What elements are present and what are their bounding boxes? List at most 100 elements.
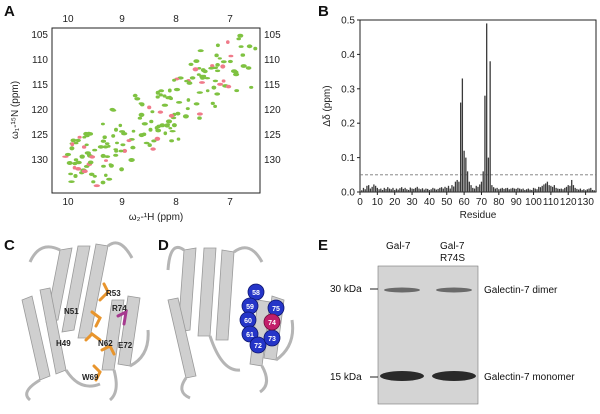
y-tick-label-0.5: 0.5 [341,16,355,27]
hsqc-peak [155,90,160,95]
bar-residue-18 [390,189,392,192]
top-tick-7: 7 [227,14,233,25]
hsqc-peak [197,116,202,120]
y-tick-label-0.2: 0.2 [341,119,355,130]
bar-residue-6 [369,188,372,192]
hsqc-peak [199,74,205,79]
bar-residue-44 [435,189,437,192]
hsqc-peak [149,119,154,124]
bar-residue-96 [525,189,528,192]
bar-residue-93 [520,189,523,192]
hsqc-peak [91,180,96,184]
bar-residue-109 [548,185,550,192]
hsqc-peak [155,128,162,133]
x-tick-label-110: 110 [543,197,559,208]
bar-residue-124 [574,187,576,192]
bar-residue-40 [428,189,431,192]
hsqc-peak [210,64,215,68]
bar-residue-86 [508,189,510,192]
bar-residue-118 [564,187,566,192]
bar-residue-81 [499,188,502,192]
hsqc-peak [169,96,173,101]
hsqc-peak [131,129,136,133]
bar-residue-92 [519,188,521,192]
bar-residue-88 [512,187,514,192]
bar-residue-11 [378,189,380,192]
hsqc-bottom-ticks: 10 9 8 7 [62,197,233,208]
hsqc-peak [114,127,118,132]
hsqc-peak [64,152,72,157]
bar-residue-125 [576,188,578,192]
ribbon-loops-d [166,246,295,400]
hsqc-plot: 10 9 8 7 10 9 8 7 105 110 115 120 125 13… [10,14,281,223]
hsqc-peak [205,89,210,93]
x-tick-label-40: 40 [424,197,436,208]
svg-text:74: 74 [268,320,276,327]
western-blot: Gal-7 Gal-7 R74S 30 kDa 15 kDa Galectin-… [330,241,575,405]
bar-residue-52 [449,188,451,192]
hsqc-peak [73,141,79,145]
bar-residue-100 [532,187,535,192]
x-tick-label-120: 120 [560,197,577,208]
hsqc-peak [185,107,190,111]
bar-residue-54 [453,186,455,192]
x-tick-label-30: 30 [406,197,418,208]
hsqc-peak [173,87,181,92]
bar-residue-46 [439,187,441,192]
top-tick-10: 10 [62,14,74,25]
x-tick-label-60: 60 [459,197,471,208]
svg-text:59: 59 [246,304,254,311]
bar-residue-21 [395,188,398,192]
band-dimer-lane2 [436,287,472,293]
bar-residue-72 [484,95,486,192]
bar-residue-135 [593,190,595,192]
hsqc-peak [111,134,116,138]
hsqc-peak [81,169,88,174]
hsqc-peak [215,63,220,67]
hsqc-peak [150,110,155,114]
bar-residue-89 [513,188,516,192]
hsqc-peak [68,172,73,176]
left-tick-125: 125 [31,130,48,141]
residue-r53: R53 [106,289,121,298]
bar-residue-129 [583,189,585,192]
sphere-73: 73 [263,329,281,347]
hsqc-peak [97,145,104,149]
right-tick-105: 105 [264,30,281,41]
marker-15-kda: 15 kDa [330,372,362,383]
blot-membrane [377,265,479,405]
hsqc-peak [184,79,189,83]
bar-residue-69 [479,184,481,192]
bar-residue-133 [590,187,592,192]
x-tick-label-90: 90 [511,197,523,208]
bar-residue-105 [541,185,543,192]
structure-d: 58 59 60 61 72 73 75 74 [166,246,295,400]
hsqc-peak [226,40,230,44]
hsqc-peak [213,104,218,108]
band-monomer-lane2 [432,371,476,381]
shift-chart: 0 10 20 30 40 50 60 70 80 90 100 110 120 130 0.00.10.… [322,16,597,221]
hsqc-peak [113,148,118,151]
hsqc-peak [233,72,240,77]
ribbon-loops [25,241,150,402]
residue-w69: W69 [82,373,99,382]
hsqc-peak [147,143,152,148]
bar-residue-50 [446,187,448,192]
band-dimer-lane1 [384,287,420,293]
y-tick-label-0.1: 0.1 [341,153,355,164]
hsqc-peak [115,141,119,145]
left-tick-130: 130 [31,155,48,166]
hsqc-right-ticks: 105 110 115 120 125 130 [264,30,281,166]
bar-residue-58 [460,102,462,192]
bar-residue-22 [397,189,399,192]
bar-residue-9 [374,185,377,192]
hsqc-top-ticks: 10 9 8 7 [62,14,233,25]
shift-x-axis-label: Residue [460,210,497,221]
bar-residue-57 [458,181,460,192]
bar-residue-28 [407,189,410,192]
x-tick-label-10: 10 [372,197,384,208]
bar-residue-104 [539,187,542,192]
bar-residue-27 [406,189,408,192]
hsqc-peak [101,164,106,168]
